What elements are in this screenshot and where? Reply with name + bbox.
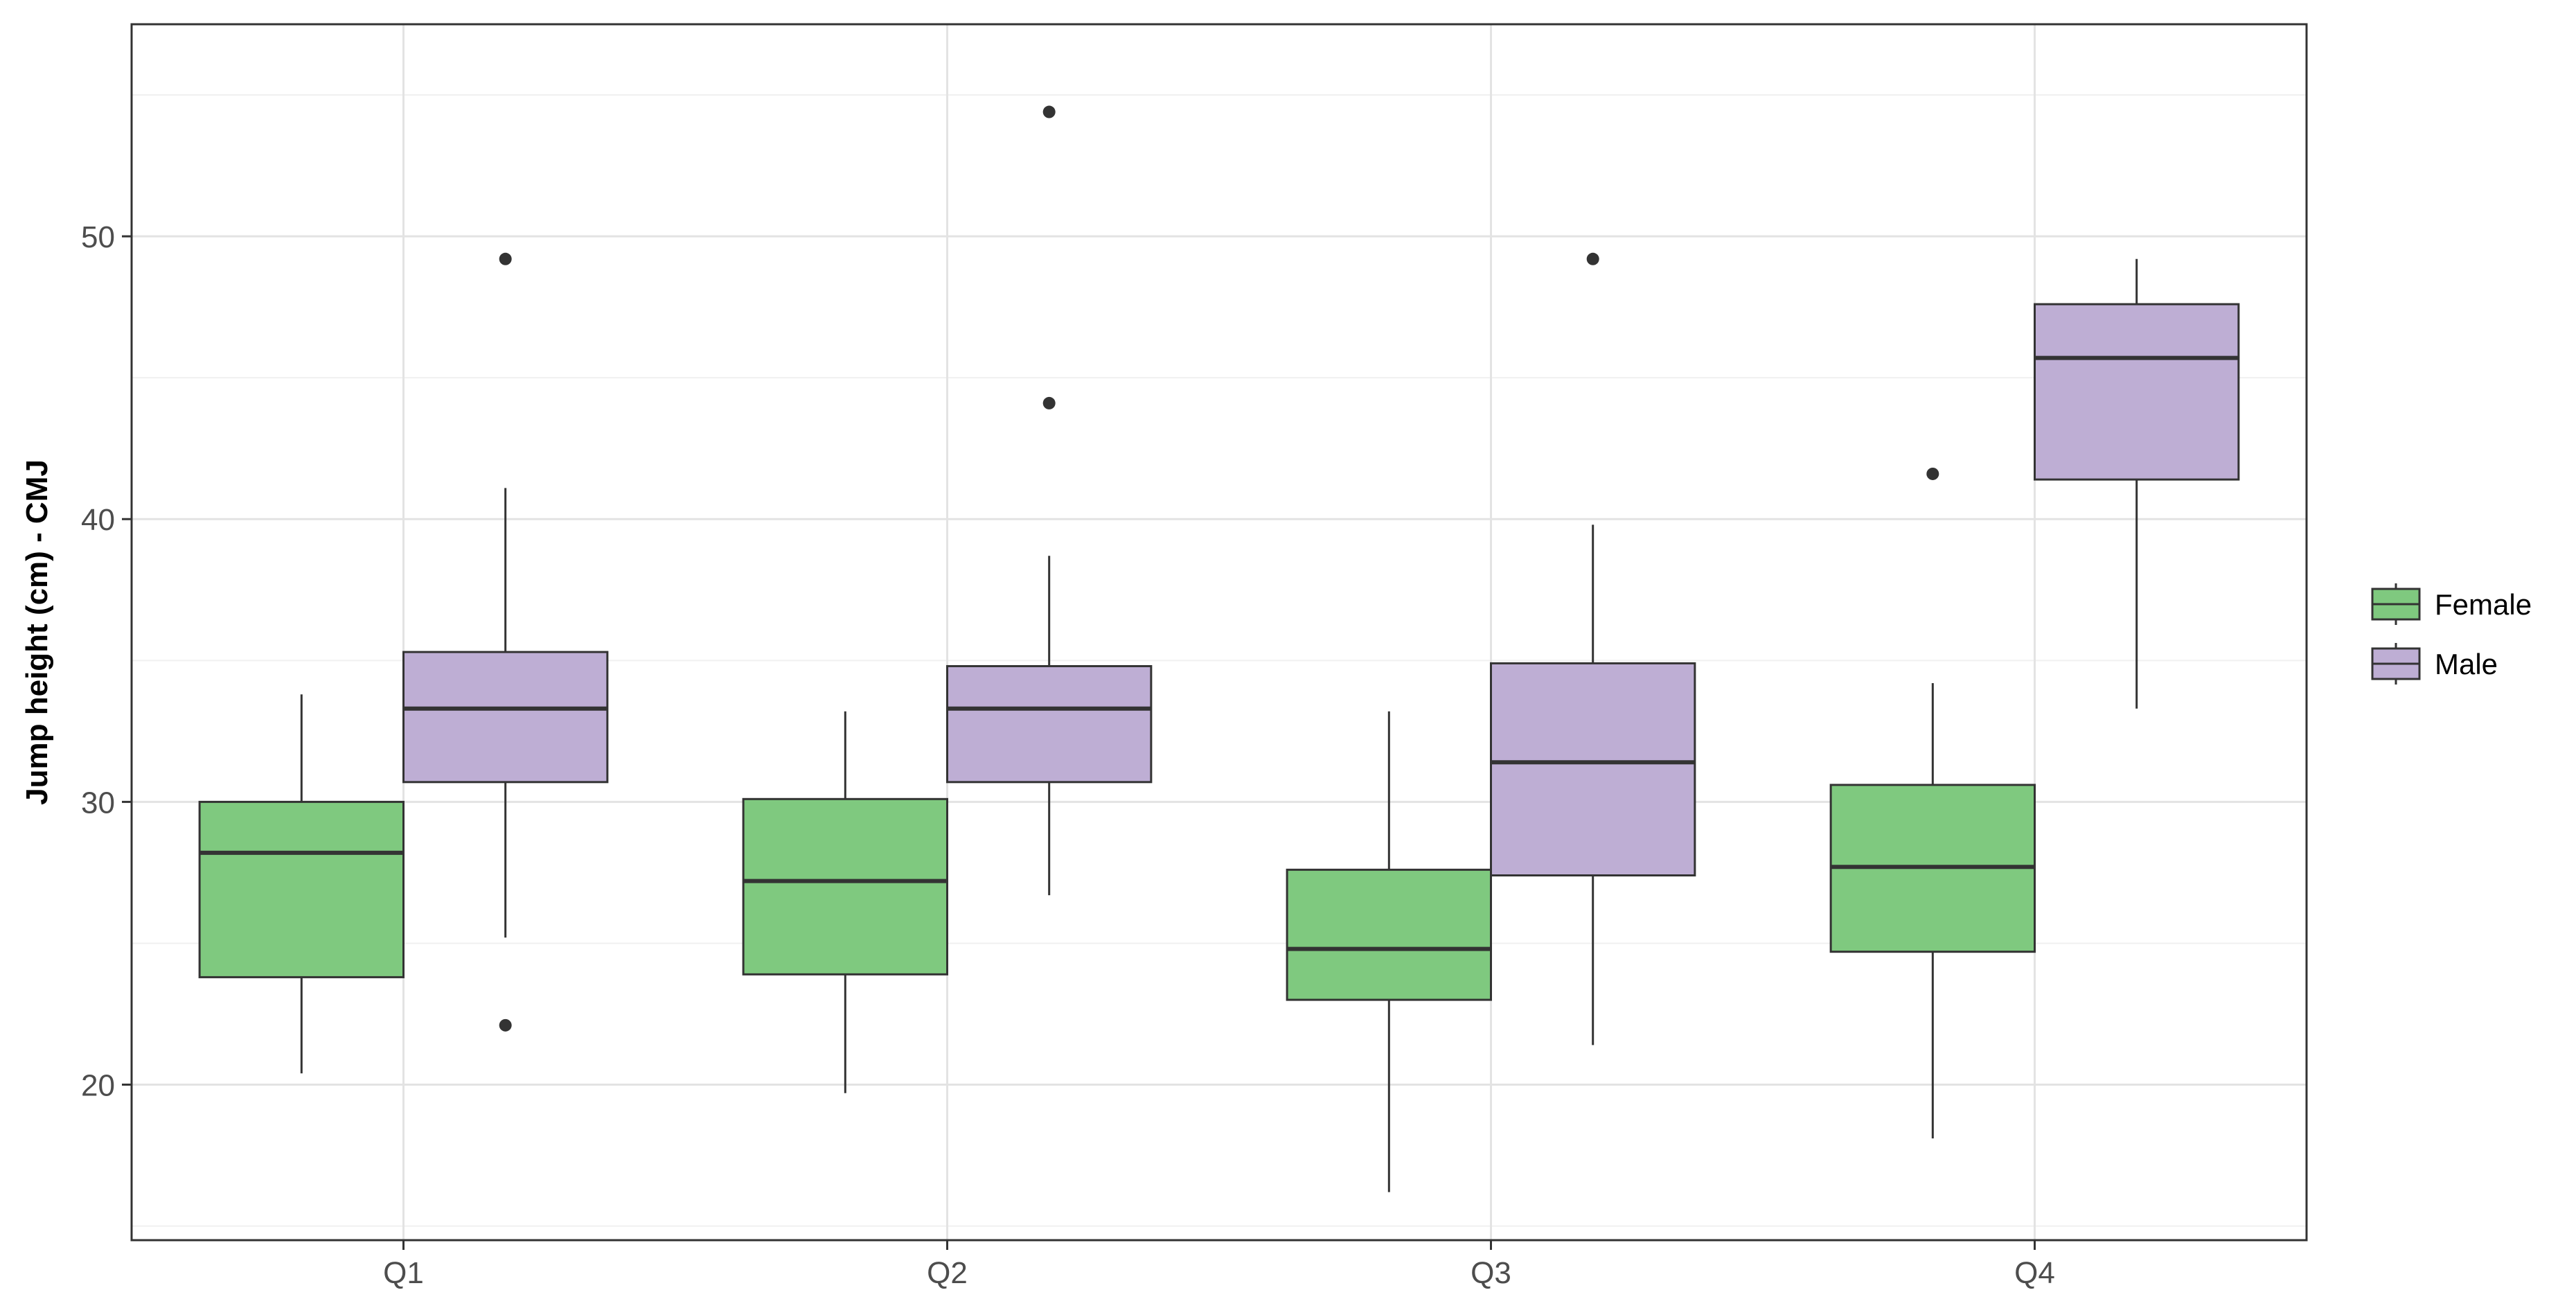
legend: Female Male	[2371, 583, 2532, 685]
x-tick-label: Q4	[2014, 1256, 2055, 1290]
major-gridlines	[132, 24, 2307, 1240]
outlier-point	[1926, 467, 1939, 480]
legend-label: Male	[2435, 648, 2498, 680]
x-tick-label: Q2	[927, 1256, 968, 1290]
box-female-q1	[198, 694, 405, 1074]
outlier-point	[1042, 105, 1056, 118]
box-male-q4	[2034, 258, 2240, 709]
axes: 20 30 40 50 Q1 Q2 Q3 Q4	[81, 220, 2055, 1290]
box-iqr	[1490, 662, 1696, 876]
y-tick-label: 20	[81, 1069, 115, 1103]
box-female-q4	[1829, 467, 2036, 1139]
box-female-q2	[742, 711, 948, 1093]
box-iqr	[2034, 303, 2240, 481]
outlier-point	[499, 252, 512, 265]
box-iqr	[402, 651, 609, 784]
box-iqr	[1286, 868, 1492, 1001]
legend-item-male: Male	[2371, 643, 2498, 685]
box-iqr	[198, 800, 405, 978]
box-male-q1	[402, 252, 609, 1032]
box-male-q2	[946, 105, 1153, 896]
box-iqr	[742, 797, 948, 976]
legend-label: Female	[2435, 588, 2532, 621]
box-female-q3	[1286, 711, 1492, 1192]
box-male-q3	[1490, 252, 1696, 1045]
x-tick-label: Q1	[383, 1256, 424, 1290]
x-tick-label: Q3	[1471, 1256, 1511, 1290]
y-tick-label: 40	[81, 503, 115, 537]
legend-item-female: Female	[2371, 583, 2532, 625]
outlier-point	[1042, 396, 1056, 409]
outlier-point	[499, 1018, 512, 1032]
y-tick-label: 30	[81, 786, 115, 820]
outlier-point	[1586, 252, 1599, 265]
y-axis-title: Jump height (cm) - CMJ	[20, 459, 54, 805]
panel-border	[130, 23, 2308, 1242]
box-plot-boxes	[198, 105, 2240, 1192]
box-iqr	[946, 664, 1153, 784]
y-tick-label: 50	[81, 220, 115, 254]
